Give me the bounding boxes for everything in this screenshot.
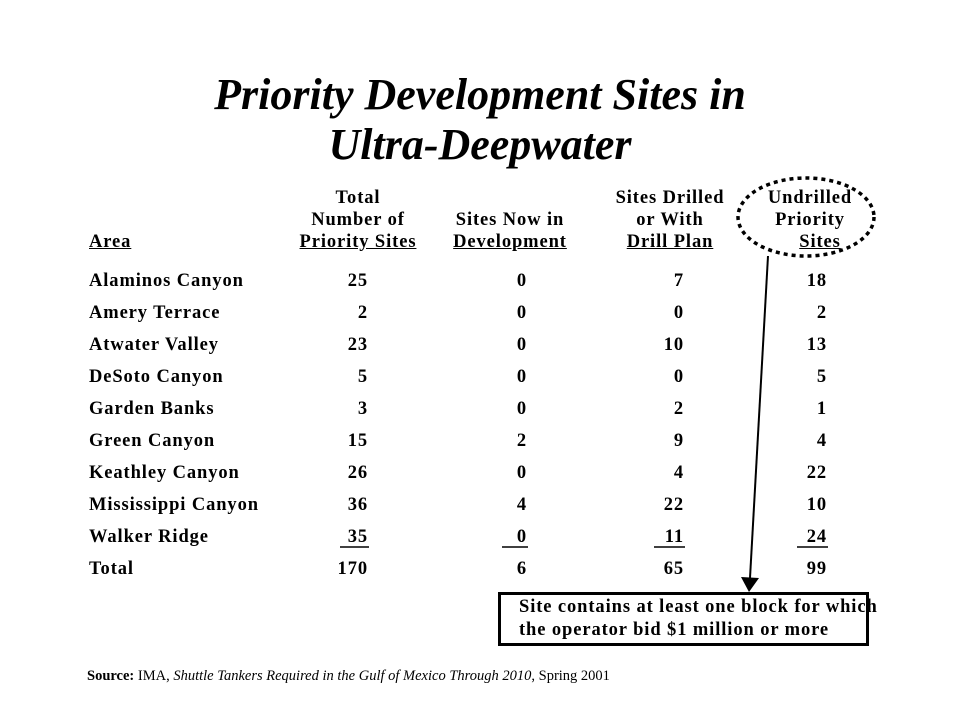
table-row-drilled: 11 [664,527,684,547]
table-row-drilled: 0 [673,367,684,387]
table-row-undrilled: 24 [806,527,827,547]
table-row-total: 5 [357,367,368,387]
callout-arrow-head [741,577,759,592]
table-row-development: 0 [516,303,527,323]
table-row-undrilled: 2 [816,303,827,323]
header-development-line-1: Sites Now in [455,210,565,230]
table-row-area: DeSoto Canyon [89,367,224,387]
total-row-undrilled: 99 [806,559,827,579]
table-row-total: 2 [357,303,368,323]
header-undrilled-line-1: Undrilled [767,188,853,208]
callout-text-line-2: the operator bid $1 million or more [519,620,830,640]
table-row-area: Atwater Valley [89,335,219,355]
table-row-area: Alaminos Canyon [89,271,244,291]
table-row-total: 26 [347,463,368,483]
source-publication: Shuttle Tankers Required in the Gulf of … [173,668,532,684]
table-row-development: 0 [516,463,527,483]
table-row-undrilled: 4 [816,431,827,451]
table-row-drilled: 0 [673,303,684,323]
table-row-undrilled: 13 [806,335,827,355]
table-row-area: Walker Ridge [89,527,209,547]
header-area: Area [89,232,132,252]
table-row-development: 4 [516,495,527,515]
total-row-development: 6 [516,559,527,579]
header-drilled-line-2: or With [636,210,704,230]
header-total-line-3: Priority Sites [299,232,417,252]
table-row-drilled: 7 [673,271,684,291]
table-row-undrilled: 1 [816,399,827,419]
header-development-line-2: Development [453,232,567,252]
table-row-total: 3 [357,399,368,419]
source-date: , Spring 2001 [531,668,610,684]
header-drilled-line-3: Drill Plan [626,232,714,252]
total-row-label: Total [89,559,134,579]
source-publisher: IMA, [137,668,170,684]
table-row-total: 36 [347,495,368,515]
table-row-drilled: 4 [673,463,684,483]
callout-text-line-1: Site contains at least one block for whi… [519,597,878,617]
table-row-total: 23 [347,335,368,355]
header-undrilled-line-3: Sites [799,232,841,252]
table-row-total: 15 [347,431,368,451]
table-row-development: 0 [516,367,527,387]
table-row-total: 35 [347,527,368,547]
table-row-development: 0 [516,335,527,355]
table-row-total: 25 [347,271,368,291]
total-row-total: 170 [337,559,368,579]
table-row-undrilled: 18 [806,271,827,291]
table-row-area: Keathley Canyon [89,463,240,483]
table-row-undrilled: 22 [806,463,827,483]
highlight-ellipse [736,176,876,258]
table-row-development: 2 [516,431,527,451]
slide-title-line-2: Ultra-Deepwater [328,120,632,169]
table-row-area: Green Canyon [89,431,216,451]
header-undrilled-line-2: Priority [775,210,845,230]
table-row-development: 0 [516,271,527,291]
table-row-drilled: 10 [663,335,684,355]
header-total-line-2: Number of [311,210,405,230]
table-row-area: Mississippi Canyon [89,495,259,515]
source-citation: Source: IMA, Shuttle Tankers Required in… [87,668,610,685]
table-row-drilled: 2 [673,399,684,419]
callout-box [498,592,869,646]
header-drilled-line-1: Sites Drilled [615,188,725,208]
table-row-undrilled: 10 [806,495,827,515]
table-row-development: 0 [516,527,527,547]
total-row-drilled: 65 [663,559,684,579]
table-row-undrilled: 5 [816,367,827,387]
table-row-drilled: 9 [673,431,684,451]
table-row-area: Amery Terrace [89,303,221,323]
table-row-development: 0 [516,399,527,419]
slide-title-line-1: Priority Development Sites in [214,70,746,119]
source-label: Source: [87,668,135,684]
table-row-drilled: 22 [663,495,684,515]
table-row-area: Garden Banks [89,399,215,419]
header-total-line-1: Total [335,188,381,208]
callout-arrow-line [749,255,769,579]
